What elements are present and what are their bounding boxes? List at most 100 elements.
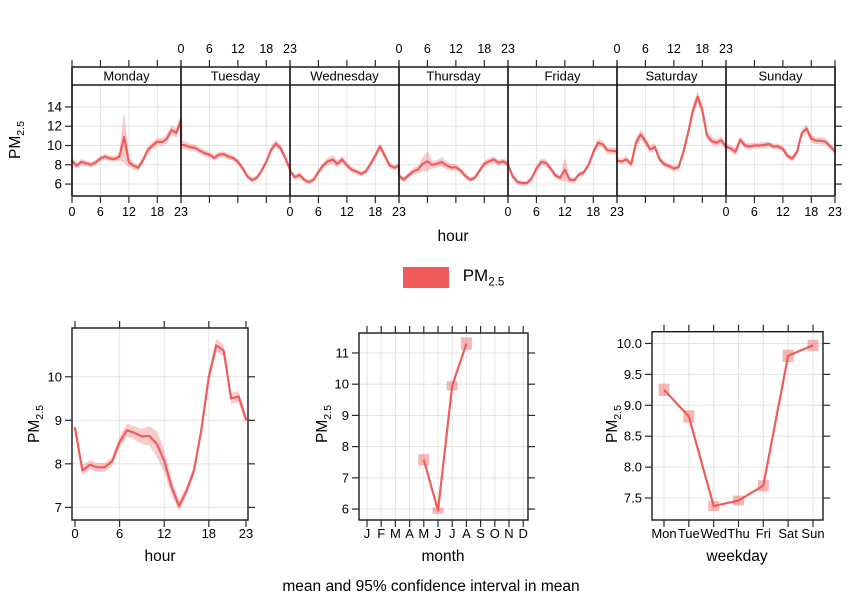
top-panel-y-axis-title: PM2.5 (7, 121, 28, 159)
mean-line (73, 344, 248, 508)
svg-text:0: 0 (505, 205, 512, 219)
svg-text:Tuesday: Tuesday (211, 69, 261, 84)
svg-text:12: 12 (157, 526, 171, 541)
svg-text:10.0: 10.0 (617, 336, 642, 351)
mean-line (70, 95, 837, 185)
svg-text:23: 23 (719, 42, 733, 56)
svg-text:7: 7 (342, 470, 349, 485)
svg-text:8: 8 (55, 456, 62, 471)
svg-text:7: 7 (55, 500, 62, 515)
svg-text:Tue: Tue (678, 526, 700, 541)
svg-text:11: 11 (336, 346, 350, 361)
svg-text:Mon: Mon (651, 526, 676, 541)
svg-text:Fri: Fri (756, 526, 771, 541)
svg-text:23: 23 (174, 205, 188, 219)
svg-text:6: 6 (751, 205, 758, 219)
legend: PM2.5 (72, 264, 835, 290)
svg-text:Friday: Friday (544, 69, 581, 84)
svg-text:Thursday: Thursday (426, 69, 481, 84)
diurnal-panel: 0 6 12 18 23 7 8 9 10 (48, 321, 255, 541)
svg-text:6: 6 (424, 42, 431, 56)
svg-text:9: 9 (342, 408, 349, 423)
svg-text:J: J (435, 526, 442, 541)
svg-text:8: 8 (342, 439, 349, 454)
svg-text:0: 0 (396, 42, 403, 56)
svg-text:Thu: Thu (727, 526, 749, 541)
diurnal-x-axis-title: hour (144, 548, 176, 565)
svg-text:0: 0 (178, 42, 185, 56)
svg-text:A: A (405, 526, 414, 541)
svg-text:9.5: 9.5 (624, 367, 642, 382)
svg-text:O: O (490, 526, 500, 541)
svg-text:18: 18 (150, 205, 164, 219)
svg-text:6: 6 (315, 205, 322, 219)
svg-text:0: 0 (69, 205, 76, 219)
figure-caption: mean and 95% confidence interval in mean (282, 578, 580, 595)
svg-text:6: 6 (206, 42, 213, 56)
svg-text:Sat: Sat (778, 526, 798, 541)
svg-text:10: 10 (335, 377, 349, 392)
svg-text:Wednesday: Wednesday (310, 69, 379, 84)
svg-text:8.5: 8.5 (624, 429, 642, 444)
svg-text:18: 18 (202, 526, 216, 541)
svg-text:D: D (519, 526, 528, 541)
svg-text:Saturday: Saturday (645, 69, 698, 84)
svg-text:12: 12 (340, 205, 354, 219)
svg-text:0: 0 (287, 205, 294, 219)
svg-text:14: 14 (47, 100, 63, 115)
svg-text:10: 10 (47, 138, 62, 153)
svg-text:F: F (377, 526, 385, 541)
legend-label: PM2.5 (462, 265, 505, 289)
svg-text:Wed: Wed (700, 526, 727, 541)
svg-text:18: 18 (477, 42, 491, 56)
svg-text:12: 12 (122, 205, 136, 219)
svg-text:S: S (476, 526, 485, 541)
svg-text:Monday: Monday (103, 69, 150, 84)
svg-text:18: 18 (368, 205, 382, 219)
svg-text:10: 10 (48, 369, 62, 384)
svg-text:M: M (390, 526, 401, 541)
svg-text:8: 8 (54, 157, 62, 172)
svg-text:0: 0 (71, 526, 78, 541)
svg-text:8.0: 8.0 (624, 460, 642, 475)
svg-text:J: J (449, 526, 456, 541)
svg-text:23: 23 (501, 42, 515, 56)
svg-text:12: 12 (449, 42, 463, 56)
ci-band (75, 338, 246, 512)
svg-text:12: 12 (776, 205, 790, 219)
svg-text:Sun: Sun (801, 526, 824, 541)
ci-band (72, 91, 835, 186)
svg-text:6: 6 (116, 526, 123, 541)
svg-text:12: 12 (47, 119, 62, 134)
weekday-y-axis-title: PM2.5 (604, 405, 625, 443)
svg-text:12: 12 (558, 205, 572, 219)
svg-text:6: 6 (342, 502, 349, 517)
svg-text:M: M (418, 526, 429, 541)
svg-text:6: 6 (533, 205, 540, 219)
svg-text:12: 12 (667, 42, 681, 56)
weekday-x-axis-title: weekday (706, 548, 768, 565)
diurnal-y-axis-title: PM2.5 (26, 405, 47, 443)
monthly-x-axis-title: month (421, 548, 465, 565)
svg-text:9.0: 9.0 (624, 398, 642, 413)
svg-text:6: 6 (642, 42, 649, 56)
svg-text:12: 12 (231, 42, 245, 56)
svg-text:18: 18 (695, 42, 709, 56)
svg-text:J: J (364, 526, 371, 541)
svg-text:6: 6 (54, 177, 62, 192)
svg-text:18: 18 (586, 205, 600, 219)
weekday-panel: Mon Tue Wed Thu Fri Sat Sun 7.5 8.0 8.5 9.0 9.5 10.0 (617, 324, 830, 541)
svg-text:N: N (504, 526, 513, 541)
svg-text:0: 0 (723, 205, 730, 219)
svg-text:6: 6 (97, 205, 104, 219)
svg-text:18: 18 (259, 42, 273, 56)
monthly-y-axis-title: PM2.5 (314, 405, 335, 443)
svg-text:23: 23 (610, 205, 624, 219)
mean-line (663, 344, 814, 508)
svg-text:7.5: 7.5 (624, 491, 642, 506)
svg-text:Sunday: Sunday (758, 69, 803, 84)
svg-text:0: 0 (614, 42, 621, 56)
